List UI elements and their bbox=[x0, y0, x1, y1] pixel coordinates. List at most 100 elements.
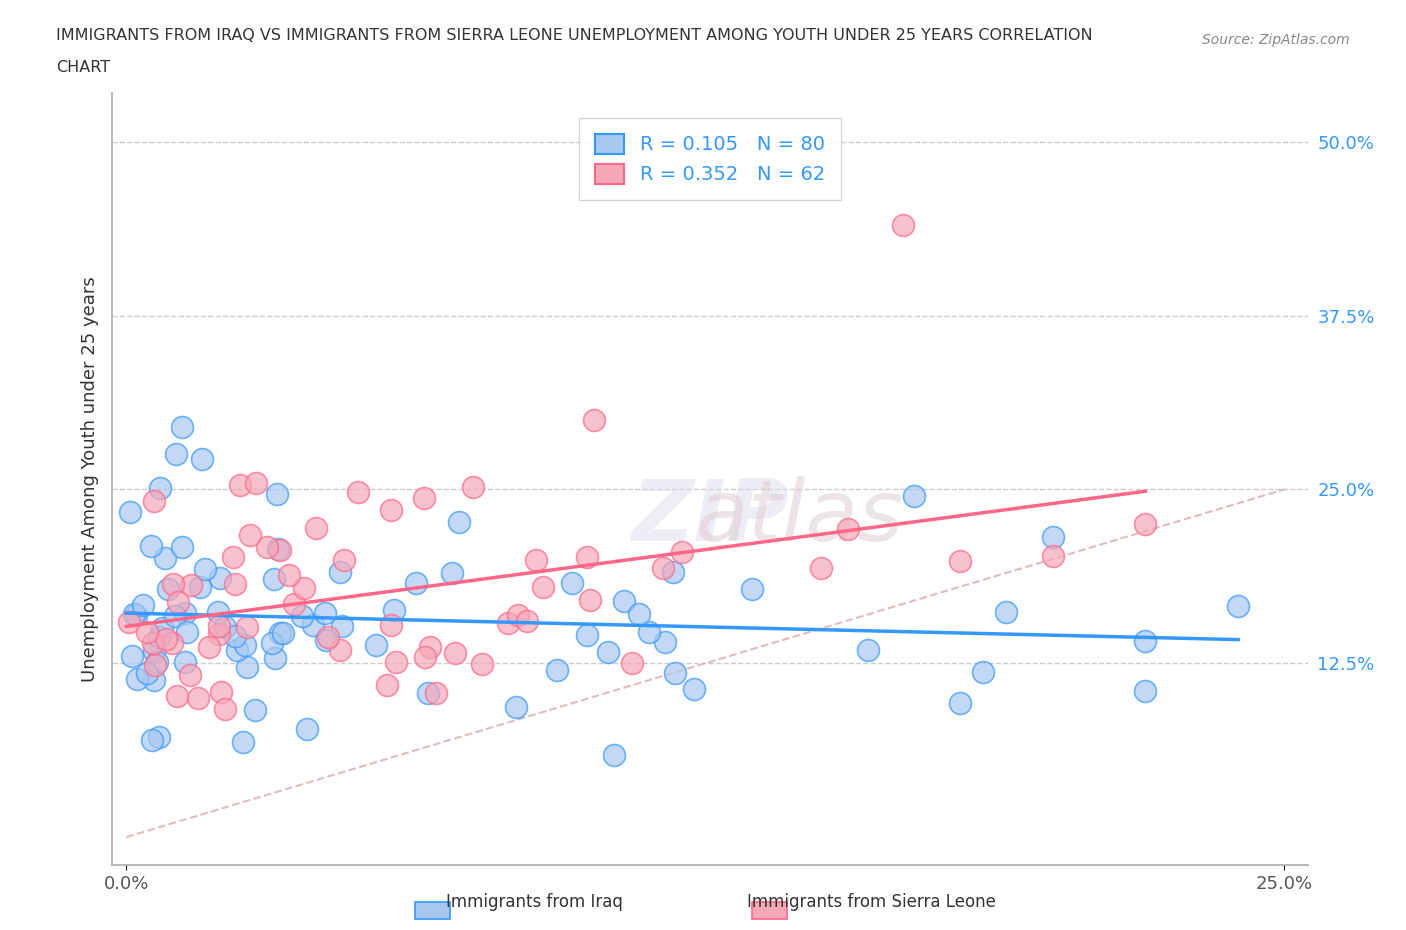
Sierra bbox=[269, 542, 291, 557]
Iraq bbox=[263, 572, 285, 587]
Iraq bbox=[291, 608, 314, 623]
Iraq bbox=[165, 446, 187, 461]
Text: ZIP: ZIP bbox=[631, 476, 789, 559]
Sierra bbox=[375, 678, 398, 693]
Sierra bbox=[162, 577, 184, 591]
Sierra bbox=[576, 550, 599, 565]
Sierra bbox=[135, 624, 157, 639]
Iraq bbox=[269, 625, 291, 640]
Iraq bbox=[416, 685, 439, 700]
Iraq bbox=[1135, 684, 1157, 698]
Iraq bbox=[683, 682, 706, 697]
Iraq bbox=[662, 565, 685, 579]
Iraq bbox=[176, 625, 198, 640]
Iraq bbox=[441, 565, 464, 580]
Sierra bbox=[292, 580, 315, 595]
Legend: R = 0.105   N = 80, R = 0.352   N = 62: R = 0.105 N = 80, R = 0.352 N = 62 bbox=[579, 118, 841, 200]
Iraq bbox=[382, 603, 405, 618]
Iraq bbox=[1042, 529, 1064, 544]
Sierra bbox=[516, 614, 538, 629]
Iraq bbox=[741, 581, 763, 596]
Iraq bbox=[267, 541, 290, 556]
Sierra bbox=[891, 218, 914, 232]
Iraq bbox=[405, 576, 427, 591]
Sierra bbox=[209, 684, 232, 699]
Iraq bbox=[142, 644, 165, 658]
Sierra bbox=[1042, 549, 1064, 564]
Sierra bbox=[419, 640, 441, 655]
Sierra bbox=[198, 640, 221, 655]
Sierra bbox=[142, 493, 165, 508]
Iraq bbox=[598, 644, 620, 659]
Iraq bbox=[613, 594, 636, 609]
Iraq bbox=[232, 735, 254, 750]
Iraq bbox=[260, 636, 283, 651]
Iraq bbox=[266, 486, 288, 501]
Sierra bbox=[224, 577, 246, 591]
Iraq bbox=[142, 672, 165, 687]
Iraq bbox=[995, 604, 1018, 619]
Iraq bbox=[156, 581, 179, 596]
Iraq bbox=[118, 504, 141, 519]
Iraq bbox=[122, 606, 145, 621]
Sierra bbox=[471, 657, 494, 671]
Text: Source: ZipAtlas.com: Source: ZipAtlas.com bbox=[1202, 33, 1350, 46]
Iraq bbox=[235, 637, 257, 652]
Sierra bbox=[380, 618, 402, 632]
Iraq bbox=[132, 598, 155, 613]
Iraq bbox=[127, 671, 149, 686]
Sierra bbox=[229, 478, 252, 493]
Sierra bbox=[524, 552, 547, 567]
Iraq bbox=[209, 571, 232, 586]
Sierra bbox=[329, 643, 352, 658]
Sierra bbox=[620, 656, 643, 671]
Iraq bbox=[505, 700, 527, 715]
Iraq bbox=[664, 666, 686, 681]
Sierra bbox=[346, 485, 368, 499]
Iraq bbox=[264, 650, 287, 665]
Iraq bbox=[153, 551, 176, 565]
Iraq bbox=[243, 703, 266, 718]
Text: Immigrants from Iraq: Immigrants from Iraq bbox=[446, 893, 623, 910]
Iraq bbox=[972, 664, 994, 679]
Iraq bbox=[297, 722, 319, 737]
Sierra bbox=[506, 607, 529, 622]
Iraq bbox=[447, 515, 470, 530]
Iraq bbox=[191, 452, 214, 467]
Sierra bbox=[166, 594, 188, 609]
Sierra bbox=[222, 550, 245, 565]
Sierra bbox=[333, 552, 356, 567]
Sierra bbox=[671, 545, 693, 560]
Iraq bbox=[141, 733, 163, 748]
Sierra bbox=[155, 631, 177, 646]
Iraq bbox=[903, 488, 925, 503]
Sierra bbox=[166, 688, 188, 703]
Iraq bbox=[172, 419, 194, 434]
Iraq bbox=[194, 562, 217, 577]
Iraq bbox=[332, 618, 354, 633]
Iraq bbox=[302, 618, 325, 632]
Iraq bbox=[271, 625, 294, 640]
Sierra bbox=[461, 479, 484, 494]
Text: CHART: CHART bbox=[56, 60, 110, 75]
Iraq bbox=[637, 625, 659, 640]
Sierra bbox=[425, 686, 447, 701]
Iraq bbox=[207, 604, 229, 619]
Text: Immigrants from Sierra Leone: Immigrants from Sierra Leone bbox=[747, 893, 997, 910]
Sierra bbox=[413, 649, 436, 664]
Iraq bbox=[139, 539, 162, 554]
Sierra bbox=[444, 645, 467, 660]
Sierra bbox=[316, 630, 339, 644]
Iraq bbox=[546, 662, 568, 677]
Sierra bbox=[179, 668, 201, 683]
Sierra bbox=[380, 503, 402, 518]
Iraq bbox=[561, 576, 583, 591]
Iraq bbox=[174, 655, 197, 670]
Iraq bbox=[188, 579, 211, 594]
Sierra bbox=[245, 475, 267, 490]
Sierra bbox=[582, 412, 605, 427]
Iraq bbox=[236, 660, 259, 675]
Sierra bbox=[837, 522, 859, 537]
Sierra bbox=[277, 567, 299, 582]
Iraq bbox=[226, 643, 249, 658]
